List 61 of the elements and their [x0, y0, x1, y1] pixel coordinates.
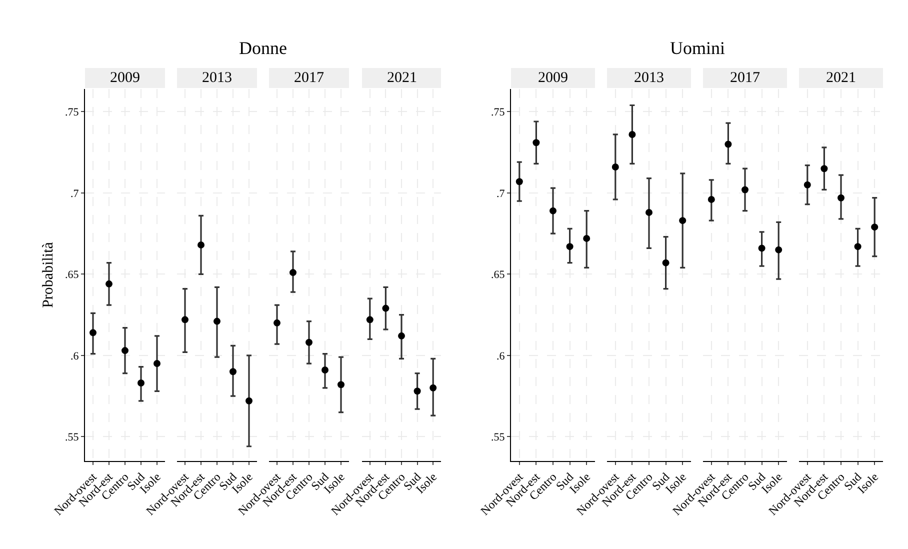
point: [742, 186, 748, 194]
point: [854, 243, 862, 250]
point: [246, 397, 252, 404]
point: [838, 194, 844, 202]
point: [366, 316, 374, 324]
point: [138, 380, 144, 387]
chart-title: 2009: [110, 70, 140, 86]
y-tick-label: .75: [491, 106, 506, 119]
chart-title: 2013: [634, 70, 664, 86]
chart-title: 2017: [294, 70, 324, 86]
chart-title: 2017: [730, 70, 760, 86]
point: [154, 360, 160, 368]
point: [290, 269, 296, 276]
point: [612, 163, 619, 170]
point: [122, 347, 128, 354]
chart-title: 2013: [202, 70, 232, 86]
point: [775, 246, 782, 254]
y-tick-label: .65: [491, 269, 506, 282]
point: [382, 304, 390, 312]
y-tick-label: .75: [65, 106, 80, 119]
y-tick-label: .7: [496, 188, 506, 200]
point: [214, 318, 220, 325]
point: [662, 259, 670, 266]
point: [628, 130, 636, 138]
point: [398, 332, 405, 340]
y-tick-label: .7: [70, 188, 80, 200]
chart-title: 2009: [538, 70, 568, 86]
point: [804, 181, 811, 188]
point: [871, 224, 878, 231]
text: Uomini: [670, 38, 726, 58]
point: [106, 280, 112, 288]
point: [90, 329, 96, 336]
point: [566, 243, 574, 250]
y-tick-label: .55: [491, 431, 506, 444]
point: [646, 208, 652, 216]
point: [306, 338, 312, 346]
point: [338, 381, 344, 388]
point: [583, 234, 590, 242]
chart-title: 2021: [387, 70, 417, 86]
point: [198, 241, 204, 248]
y-tick-label: .6: [496, 350, 506, 362]
point: [430, 384, 437, 392]
y-tick-label: .65: [65, 269, 80, 282]
point: [274, 319, 280, 326]
point: [182, 316, 188, 324]
y-tick-label: .55: [65, 431, 80, 444]
y-axis-title: Probabilità: [40, 242, 56, 308]
point: [758, 244, 766, 252]
point: [679, 217, 686, 224]
point: [414, 388, 421, 395]
point: [516, 178, 523, 186]
point: [230, 368, 236, 376]
point: [550, 207, 556, 214]
point: [724, 140, 732, 148]
chart-title: 2021: [826, 70, 856, 86]
y-tick-label: .6: [70, 350, 80, 362]
point: [322, 366, 328, 374]
point: [708, 196, 715, 203]
point: [820, 165, 828, 172]
text: Donne: [239, 38, 287, 58]
point: [532, 139, 540, 146]
